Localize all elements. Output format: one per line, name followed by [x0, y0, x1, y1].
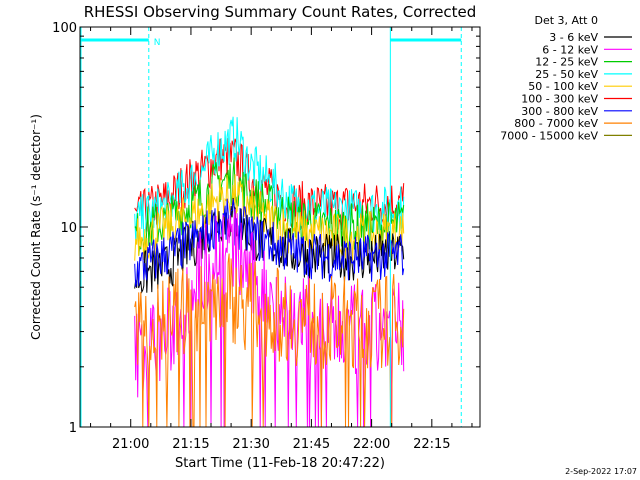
legend-label-3: 12 - 25 keV: [535, 56, 598, 69]
x-tick-label: 22:15: [413, 437, 450, 452]
legend-title: Det 3, Att 0: [535, 14, 599, 27]
series-line-7: [134, 198, 405, 287]
legend-label-4: 25 - 50 keV: [535, 68, 598, 81]
legend-label-6: 100 - 300 keV: [521, 93, 598, 106]
y-axis-label: Corrected Count Rate (s⁻¹ detector⁻¹): [29, 114, 43, 340]
x-axis-label: Start Time (11-Feb-18 20:47:22): [175, 456, 385, 471]
series-line-4: [134, 116, 405, 241]
chart-title: RHESSI Observing Summary Count Rates, Co…: [84, 3, 477, 21]
y-tick-label: 100: [52, 21, 77, 36]
legend-label-1: 3 - 6 keV: [549, 31, 598, 44]
x-tick-label: 21:45: [293, 437, 330, 452]
legend-label-8: 800 - 7000 keV: [514, 117, 598, 130]
night-annotation: N: [154, 38, 161, 48]
timestamp: 2-Sep-2022 17:07: [565, 467, 637, 476]
x-axis: 21:00 21:15 21:30 21:45 22:00 22:15: [90, 27, 473, 452]
y-tick-label: 10: [60, 221, 77, 236]
x-tick-label: 22:00: [353, 437, 390, 452]
y-axis: 1 10 100: [52, 21, 480, 436]
legend-label-7: 300 - 800 keV: [521, 105, 598, 118]
x-tick-label: 21:30: [232, 437, 269, 452]
legend-label-5: 50 - 100 keV: [528, 80, 598, 93]
y-tick-label: 1: [69, 421, 77, 436]
legend-label-9: 7000 - 15000 keV: [500, 129, 598, 142]
legend-label-2: 6 - 12 keV: [542, 43, 598, 56]
plot-data-layer: [134, 116, 405, 428]
x-tick-label: 21:15: [172, 437, 209, 452]
plot-frame: [79, 26, 481, 428]
series-line-3: [134, 157, 405, 256]
x-tick-label: 21:00: [112, 437, 149, 452]
series-line-8: [134, 253, 405, 428]
